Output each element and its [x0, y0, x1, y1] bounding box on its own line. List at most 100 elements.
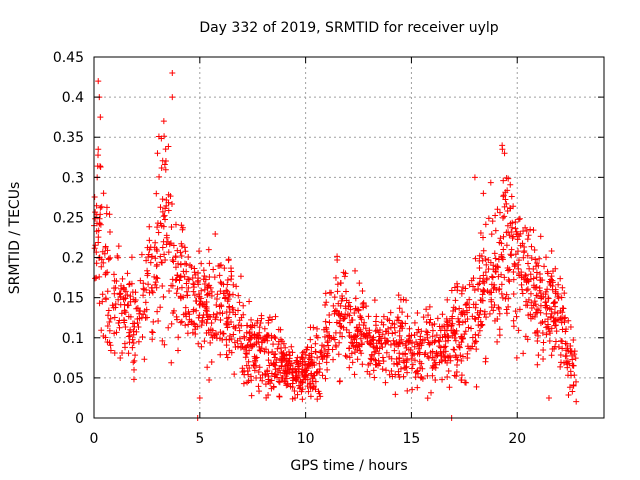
data-point — [506, 278, 513, 285]
data-point — [182, 322, 189, 329]
data-point — [336, 320, 343, 327]
data-point — [501, 150, 508, 157]
data-point — [512, 219, 519, 226]
data-point — [92, 209, 99, 216]
data-point — [547, 314, 554, 321]
data-point — [169, 310, 176, 317]
data-point — [246, 329, 253, 336]
data-point — [129, 344, 136, 351]
data-point — [223, 336, 230, 343]
data-point — [104, 322, 111, 329]
data-point — [541, 318, 548, 325]
data-point — [459, 335, 466, 342]
data-point — [412, 369, 419, 376]
data-point — [399, 309, 406, 316]
data-point — [287, 383, 294, 390]
data-point — [168, 320, 175, 327]
data-point — [261, 348, 268, 355]
data-point — [126, 339, 133, 346]
data-point — [320, 343, 327, 350]
data-point — [530, 275, 537, 282]
data-point — [406, 333, 413, 340]
data-point — [172, 264, 179, 271]
data-point — [251, 367, 258, 374]
data-point — [462, 285, 469, 292]
data-point — [342, 288, 349, 295]
data-point — [256, 388, 263, 395]
data-point — [270, 361, 277, 368]
data-point — [512, 261, 519, 268]
data-point — [265, 349, 272, 356]
data-point — [537, 233, 544, 240]
data-point — [178, 222, 185, 229]
x-tick-label: 10 — [297, 431, 315, 447]
data-point — [168, 359, 175, 366]
data-point — [501, 203, 508, 210]
data-point — [480, 190, 487, 197]
data-point — [182, 310, 189, 317]
data-point — [335, 351, 342, 358]
data-point — [477, 307, 484, 314]
data-point — [160, 293, 167, 300]
data-point — [486, 310, 493, 317]
data-point — [160, 213, 167, 220]
data-point — [548, 248, 555, 255]
data-point — [458, 377, 465, 384]
data-point — [403, 363, 410, 370]
data-point — [147, 259, 154, 266]
data-point — [242, 350, 249, 357]
data-point — [314, 325, 321, 332]
data-point — [372, 348, 379, 355]
data-point — [161, 161, 168, 168]
data-point — [464, 309, 471, 316]
data-point — [444, 373, 451, 380]
data-point — [121, 340, 128, 347]
data-point — [505, 303, 512, 310]
data-point — [213, 302, 220, 309]
data-point — [349, 316, 356, 323]
data-point — [172, 221, 179, 228]
data-point — [91, 245, 98, 252]
data-point — [303, 346, 310, 353]
data-point — [308, 372, 315, 379]
data-point — [182, 248, 189, 255]
data-point — [154, 275, 161, 282]
data-point — [280, 367, 287, 374]
data-point — [545, 325, 552, 332]
data-point — [551, 317, 558, 324]
data-point — [97, 211, 104, 218]
data-point — [352, 295, 359, 302]
data-point — [207, 326, 214, 333]
data-point — [105, 256, 112, 263]
data-point — [500, 193, 507, 200]
data-point — [299, 349, 306, 356]
data-point — [208, 319, 215, 326]
data-point — [432, 364, 439, 371]
data-point — [567, 348, 574, 355]
data-point — [514, 231, 521, 238]
data-point — [551, 309, 558, 316]
data-point — [489, 274, 496, 281]
data-point — [379, 344, 386, 351]
data-point — [255, 335, 262, 342]
data-point — [330, 302, 337, 309]
data-point — [208, 358, 215, 365]
data-point — [154, 224, 161, 231]
data-point — [451, 334, 458, 341]
data-point — [98, 203, 105, 210]
data-point — [280, 349, 287, 356]
data-point — [279, 338, 286, 345]
data-point — [102, 243, 109, 250]
data-point — [505, 276, 512, 283]
data-point — [305, 355, 312, 362]
data-point — [532, 256, 539, 263]
data-point — [492, 263, 499, 270]
data-point — [196, 248, 203, 255]
data-point — [253, 362, 260, 369]
data-point — [451, 329, 458, 336]
data-point — [451, 284, 458, 291]
data-point — [561, 290, 568, 297]
data-point — [117, 293, 124, 300]
data-point — [515, 216, 522, 223]
data-point — [428, 389, 435, 396]
